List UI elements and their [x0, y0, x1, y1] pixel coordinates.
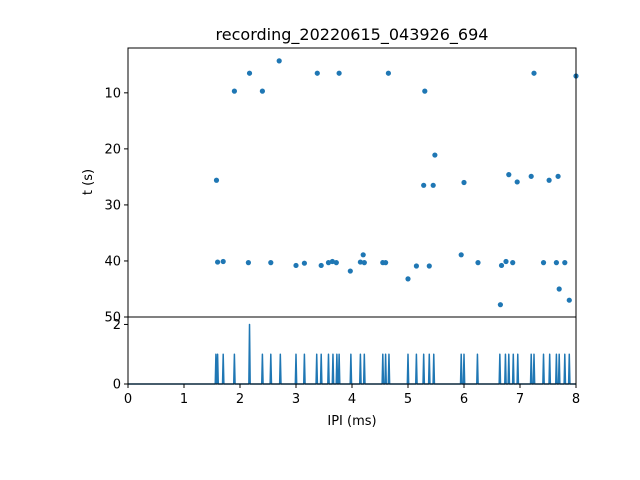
- scatter-point: [357, 259, 363, 265]
- histogram-x-tick-label: 3: [292, 392, 300, 407]
- chart-title: recording_20220615_043926_694: [216, 25, 489, 45]
- scatter-point: [498, 262, 505, 269]
- scatter-point: [503, 258, 509, 265]
- scatter-point: [336, 70, 342, 76]
- histogram-frame: [127, 316, 577, 385]
- histogram-x-tick-label: 6: [460, 392, 468, 407]
- histogram-x-tick-label: 0: [124, 392, 132, 407]
- scatter-point: [301, 260, 307, 266]
- scatter-point: [413, 263, 419, 269]
- scatter-y-tick-label: 50: [104, 311, 121, 326]
- histogram-x-tick-label: 1: [180, 392, 188, 407]
- scatter-point: [333, 260, 339, 266]
- scatter-point: [553, 260, 560, 266]
- scatter-point: [231, 88, 237, 94]
- scatter-point: [385, 70, 391, 76]
- scatter-point: [426, 263, 432, 269]
- scatter-point: [506, 172, 512, 178]
- scatter-point: [245, 260, 251, 266]
- scatter-point: [566, 297, 572, 303]
- scatter-point: [430, 182, 436, 188]
- scatter-point: [293, 262, 299, 269]
- scatter-point: [360, 252, 366, 258]
- scatter-point: [213, 177, 220, 183]
- scatter-point: [314, 70, 320, 76]
- scatter-point: [325, 260, 332, 266]
- scatter-point: [528, 173, 534, 179]
- scatter-y-label: t (s): [81, 169, 96, 195]
- scatter-point: [329, 258, 335, 265]
- scatter-point: [461, 179, 467, 186]
- scatter-y-axis: 10 20 30 40 50: [104, 86, 128, 326]
- scatter-point: [220, 258, 226, 265]
- scatter-point: [497, 302, 503, 308]
- scatter-y-tick-label: 30: [104, 198, 121, 213]
- scatter-point: [268, 260, 274, 266]
- histogram-y-axis: 02: [113, 318, 128, 393]
- histogram-y-tick-label: 2: [113, 318, 121, 333]
- histogram-x-tick-label: 5: [404, 392, 412, 407]
- scatter-point: [318, 262, 324, 269]
- scatter-point: [546, 177, 552, 183]
- scatter-point: [405, 276, 411, 282]
- scatter-point: [432, 152, 438, 158]
- scatter-point: [246, 70, 253, 76]
- scatter-point: [514, 179, 520, 185]
- scatter-point: [347, 268, 353, 274]
- scatter-y-tick-label: 40: [104, 254, 121, 269]
- histogram-x-axis: 0 1 2 3 4 5 6 7 8: [124, 384, 580, 407]
- scatter-point: [383, 260, 389, 266]
- histogram-x-tick-label: 7: [516, 392, 524, 407]
- scatter-point: [556, 286, 562, 292]
- scatter-point: [531, 70, 537, 76]
- scatter-point: [555, 173, 561, 179]
- scatter-point: [361, 260, 367, 266]
- scatter-point: [259, 88, 265, 94]
- scatter-point: [276, 58, 282, 64]
- histogram-x-tick-label: 4: [348, 392, 356, 407]
- scatter-point: [510, 260, 516, 266]
- scatter-y-tick-label: 20: [104, 142, 121, 157]
- scatter-y-tick-label: 10: [104, 86, 121, 101]
- scatter-point: [422, 88, 428, 94]
- histogram-y-tick-label: 0: [113, 378, 121, 393]
- scatter-point: [475, 260, 481, 266]
- scatter-points: [213, 58, 579, 308]
- histogram-x-label: IPI (ms): [327, 414, 376, 429]
- scatter-point: [458, 252, 464, 258]
- scatter-point: [540, 260, 547, 266]
- scatter-point: [562, 260, 568, 266]
- scatter-point: [215, 259, 221, 265]
- histogram-x-tick-label: 2: [236, 392, 244, 407]
- scatter-point: [421, 182, 427, 188]
- histogram-x-tick-label: 8: [572, 392, 580, 407]
